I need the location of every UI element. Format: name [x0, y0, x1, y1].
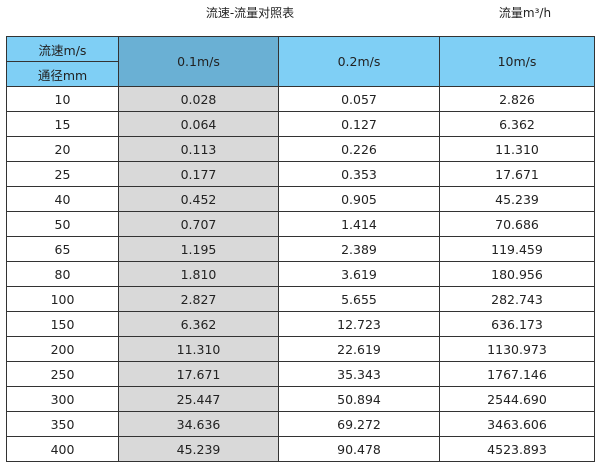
diameter-cell: 25	[6, 161, 119, 187]
flow-0.2-cell: 0.127	[278, 111, 440, 137]
diameter-cell: 150	[6, 311, 119, 337]
diameter-cell: 400	[6, 436, 119, 462]
table-row: 20 0.113 0.226 11.310	[6, 136, 595, 162]
flow-0.1-cell: 34.636	[118, 411, 279, 437]
table-row: 400 45.239 90.478 4523.893	[6, 436, 595, 462]
flow-10-cell: 636.173	[439, 311, 595, 337]
flow-10-cell: 2.826	[439, 86, 595, 112]
diameter-header: 通径mm	[6, 61, 119, 87]
flow-10-cell: 70.686	[439, 211, 595, 237]
flow-0.2-cell: 0.353	[278, 161, 440, 187]
flow-0.1-cell: 0.177	[118, 161, 279, 187]
table-row: 80 1.810 3.619 180.956	[6, 261, 595, 287]
table-row: 250 17.671 35.343 1767.146	[6, 361, 595, 387]
table-row: 65 1.195 2.389 119.459	[6, 236, 595, 262]
flow-0.2-cell: 90.478	[278, 436, 440, 462]
flow-0.2-cell: 0.905	[278, 186, 440, 212]
flow-10-cell: 282.743	[439, 286, 595, 312]
column-header-10: 10m/s	[439, 36, 595, 87]
flow-0.2-cell: 69.272	[278, 411, 440, 437]
flow-10-cell: 119.459	[439, 236, 595, 262]
flow-10-cell: 45.239	[439, 186, 595, 212]
flow-0.1-cell: 0.064	[118, 111, 279, 137]
flow-0.2-cell: 2.389	[278, 236, 440, 262]
table-row: 10 0.028 0.057 2.826	[6, 86, 595, 112]
diameter-cell: 250	[6, 361, 119, 387]
flow-10-cell: 180.956	[439, 261, 595, 287]
header-row: 流速m/s 0.1m/s 0.2m/s 10m/s	[6, 36, 595, 87]
flow-10-cell: 6.362	[439, 111, 595, 137]
header-row-2: 通径mm	[6, 61, 595, 87]
diameter-cell: 350	[6, 411, 119, 437]
flow-0.1-cell: 6.362	[118, 311, 279, 337]
table-row: 300 25.447 50.894 2544.690	[6, 386, 595, 412]
table-row: 350 34.636 69.272 3463.606	[6, 411, 595, 437]
flow-0.2-cell: 5.655	[278, 286, 440, 312]
table-row: 25 0.177 0.353 17.671	[6, 161, 595, 187]
flow-0.1-cell: 45.239	[118, 436, 279, 462]
flow-10-cell: 3463.606	[439, 411, 595, 437]
diameter-cell: 40	[6, 186, 119, 212]
flow-0.1-cell: 1.810	[118, 261, 279, 287]
flow-10-cell: 4523.893	[439, 436, 595, 462]
unit-label: 流量m³/h	[498, 6, 552, 20]
flow-0.2-cell: 12.723	[278, 311, 440, 337]
flow-0.2-cell: 50.894	[278, 386, 440, 412]
column-header-0.1: 0.1m/s	[118, 36, 279, 87]
flow-0.2-cell: 22.619	[278, 336, 440, 362]
flow-10-cell: 2544.690	[439, 386, 595, 412]
flow-0.2-cell: 1.414	[278, 211, 440, 237]
table-row: 150 6.362 12.723 636.173	[6, 311, 595, 337]
flow-10-cell: 1130.973	[439, 336, 595, 362]
velocity-header: 流速m/s	[6, 36, 119, 62]
diameter-cell: 300	[6, 386, 119, 412]
diameter-cell: 15	[6, 111, 119, 137]
diameter-cell: 200	[6, 336, 119, 362]
column-header-0.2: 0.2m/s	[278, 36, 440, 87]
flow-10-cell: 11.310	[439, 136, 595, 162]
diameter-cell: 10	[6, 86, 119, 112]
table-title: 流速-流量对照表	[205, 6, 295, 20]
flow-0.2-cell: 0.057	[278, 86, 440, 112]
flow-0.1-cell: 17.671	[118, 361, 279, 387]
flow-table: 流速m/s 0.1m/s 0.2m/s 10m/s 通径mm 10 0.028 0.…	[6, 36, 595, 462]
diameter-cell: 65	[6, 236, 119, 262]
diameter-cell: 20	[6, 136, 119, 162]
flow-0.1-cell: 1.195	[118, 236, 279, 262]
flow-0.1-cell: 0.028	[118, 86, 279, 112]
flow-0.2-cell: 3.619	[278, 261, 440, 287]
flow-0.1-cell: 0.452	[118, 186, 279, 212]
diameter-cell: 100	[6, 286, 119, 312]
flow-0.1-cell: 0.113	[118, 136, 279, 162]
flow-0.1-cell: 11.310	[118, 336, 279, 362]
table-row: 200 11.310 22.619 1130.973	[6, 336, 595, 362]
flow-10-cell: 17.671	[439, 161, 595, 187]
diameter-cell: 50	[6, 211, 119, 237]
flow-0.1-cell: 2.827	[118, 286, 279, 312]
flow-0.1-cell: 0.707	[118, 211, 279, 237]
flow-0.1-cell: 25.447	[118, 386, 279, 412]
flow-0.2-cell: 0.226	[278, 136, 440, 162]
table-row: 40 0.452 0.905 45.239	[6, 186, 595, 212]
table-row: 15 0.064 0.127 6.362	[6, 111, 595, 137]
table-row: 50 0.707 1.414 70.686	[6, 211, 595, 237]
table-row: 100 2.827 5.655 282.743	[6, 286, 595, 312]
flow-10-cell: 1767.146	[439, 361, 595, 387]
diameter-cell: 80	[6, 261, 119, 287]
flow-0.2-cell: 35.343	[278, 361, 440, 387]
